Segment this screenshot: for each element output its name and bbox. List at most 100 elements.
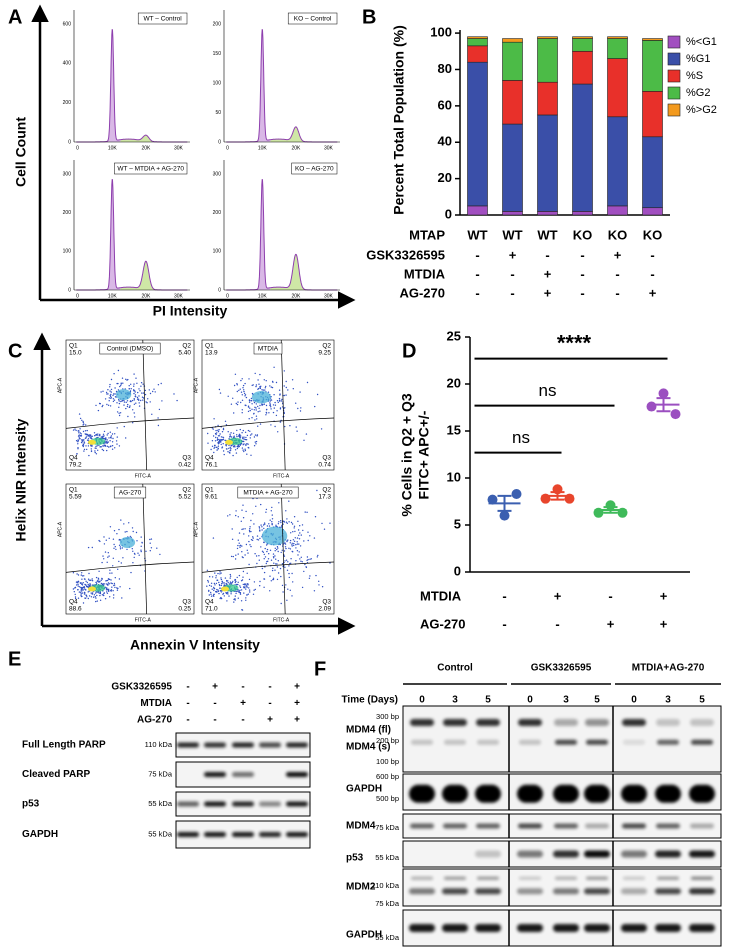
event-dot — [237, 583, 239, 586]
event-dot — [221, 439, 223, 441]
event-dot — [222, 438, 224, 441]
event-dot — [105, 391, 108, 394]
bar-segment — [467, 205, 488, 216]
bar-segment — [642, 136, 663, 209]
blot-band — [475, 924, 501, 932]
event-dot — [218, 429, 220, 431]
event-dot — [140, 385, 142, 387]
blot-band — [555, 876, 577, 880]
event-dot — [77, 583, 79, 585]
event-dot — [214, 444, 216, 447]
plot-title: MTDIA — [258, 346, 279, 353]
event-dot — [134, 394, 137, 396]
event-dot — [96, 445, 98, 447]
event-dot — [109, 390, 111, 392]
event-dot — [249, 437, 251, 439]
event-dot — [248, 589, 251, 591]
event-dot — [260, 503, 262, 506]
event-dot — [137, 391, 139, 394]
event-dot — [106, 579, 109, 582]
event-dot — [251, 403, 253, 405]
event-dot — [233, 601, 235, 603]
event-dot — [91, 580, 94, 582]
blot — [402, 840, 722, 868]
event-dot — [272, 404, 275, 406]
event-dot — [247, 405, 250, 407]
event-dot — [106, 591, 108, 593]
event-dot — [220, 591, 223, 593]
event-dot — [134, 391, 136, 393]
condition-name: AG-270 — [137, 715, 172, 726]
event-dot — [176, 399, 178, 402]
event-dot — [126, 548, 128, 551]
event-dot — [101, 561, 103, 564]
event-dot — [272, 578, 275, 581]
blot-band — [411, 739, 433, 745]
condition-value: + — [294, 698, 300, 709]
event-dot — [87, 591, 89, 593]
event-dot — [234, 373, 237, 375]
blot-band — [259, 742, 281, 748]
event-dot — [224, 420, 227, 422]
event-dot — [271, 569, 274, 572]
event-dot — [94, 447, 96, 449]
event-dot — [130, 571, 132, 574]
event-dot — [80, 593, 82, 595]
condition-value: - — [213, 698, 216, 709]
quadrant-name: Q1 — [205, 343, 214, 350]
event-dot — [242, 528, 244, 530]
title-box — [291, 162, 338, 175]
event-dot — [133, 373, 135, 375]
event-dot — [219, 587, 221, 589]
event-dot — [237, 597, 239, 599]
event-dot — [291, 595, 293, 597]
plot-x-label: FITC-A — [273, 473, 290, 479]
g1-fill — [105, 178, 121, 290]
event-dot — [313, 590, 316, 592]
event-dot — [75, 429, 77, 432]
event-dot — [329, 522, 331, 524]
event-dot — [281, 398, 283, 401]
event-dot — [243, 390, 245, 393]
event-dot — [158, 408, 161, 411]
event-dot — [246, 453, 248, 455]
event-dot — [229, 581, 232, 583]
event-dot — [105, 437, 107, 439]
event-dot — [133, 398, 135, 400]
event-dot — [106, 449, 108, 452]
event-dot — [114, 447, 116, 449]
condition-value: + — [240, 698, 246, 709]
event-dot — [104, 598, 107, 600]
event-dot — [265, 414, 267, 416]
event-dot — [136, 396, 139, 399]
event-dot — [120, 400, 122, 403]
quadrant-name: Q3 — [322, 455, 331, 462]
event-dot — [120, 562, 123, 564]
data-point — [499, 510, 510, 521]
density-peak — [88, 586, 96, 592]
event-dot — [136, 540, 138, 542]
event-dot — [107, 552, 110, 554]
event-dot — [288, 576, 290, 579]
blot-name: MDM4 (s) — [346, 742, 390, 753]
event-dot — [87, 578, 90, 580]
event-dot — [266, 548, 269, 551]
event-dot — [256, 562, 258, 565]
density-core — [119, 537, 136, 548]
event-dot — [217, 443, 220, 445]
blot-band — [553, 888, 579, 895]
event-dot — [293, 544, 295, 547]
event-dot — [120, 519, 122, 521]
legend-swatch — [667, 86, 681, 100]
event-dot — [266, 525, 269, 527]
event-dot — [270, 399, 273, 401]
y-tick-label: 100 — [213, 249, 222, 255]
event-dot — [267, 560, 269, 562]
blot — [402, 813, 722, 839]
event-dot — [113, 393, 115, 395]
event-dot — [215, 591, 217, 593]
event-dot — [145, 401, 147, 403]
quadrant-value: 9.61 — [205, 494, 218, 501]
event-dot — [134, 416, 136, 418]
blot-band — [411, 876, 433, 880]
